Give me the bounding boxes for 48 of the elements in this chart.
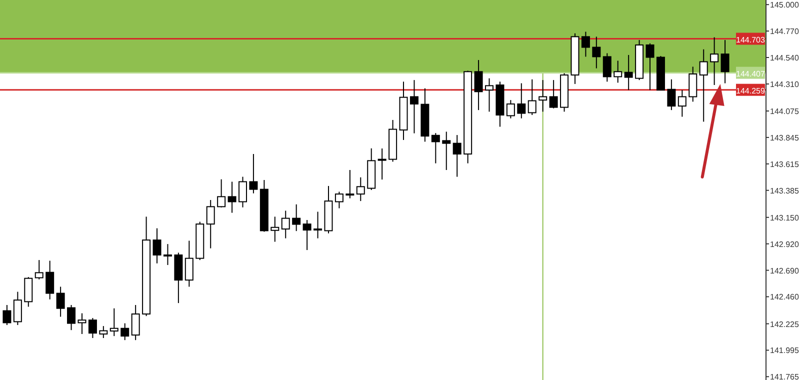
y-tick-label: 142.920 <box>770 240 800 249</box>
y-tick-label: 142.225 <box>770 320 800 329</box>
candlestick <box>614 60 622 84</box>
y-tick-label: 144.540 <box>770 54 800 63</box>
candlestick <box>410 80 418 134</box>
candlestick <box>699 48 708 122</box>
candlestick <box>517 82 526 119</box>
candlestick <box>281 210 290 239</box>
candlestick <box>152 228 162 264</box>
y-tick-label: 144.770 <box>770 27 800 36</box>
ref-line-label: 144.259 <box>736 86 766 96</box>
candlestick <box>720 40 730 84</box>
candlestick <box>474 60 483 111</box>
candlestick <box>496 81 504 128</box>
y-tick-label: 143.845 <box>770 133 800 142</box>
candlestick <box>46 260 54 300</box>
candlestick <box>624 54 633 91</box>
candlestick <box>163 244 172 266</box>
candlestick <box>581 31 590 58</box>
y-tick-label: 144.310 <box>770 80 800 89</box>
candlestick <box>538 80 548 112</box>
candlestick <box>399 81 408 140</box>
candlestick <box>110 308 118 337</box>
y-tick-label: 144.075 <box>770 106 800 116</box>
candlestick <box>228 181 236 214</box>
candlestick <box>452 134 462 178</box>
y-tick-label: 142.690 <box>770 266 800 276</box>
y-tick-label: 143.150 <box>770 213 800 222</box>
candlestick <box>324 185 333 234</box>
candlestick <box>356 176 365 202</box>
candlestick <box>485 78 494 112</box>
candlestick <box>13 291 22 326</box>
ref-line-label: 144.407 <box>736 69 766 78</box>
candlestick <box>442 131 451 170</box>
candlestick <box>270 216 280 242</box>
y-tick-label: 141.995 <box>770 346 800 356</box>
y-tick-label: 142.460 <box>770 292 800 302</box>
y-tick-label: 143.385 <box>770 186 800 196</box>
candlestick <box>592 36 601 69</box>
candlestick <box>688 66 698 102</box>
y-tick-label: 143.615 <box>770 160 800 169</box>
candlestick <box>314 211 322 239</box>
candlestick <box>378 148 386 180</box>
ref-line-label: 144.703 <box>736 35 766 44</box>
candlestick <box>131 304 140 341</box>
y-tick-label: 141.765 <box>770 372 800 380</box>
candlestick <box>710 36 719 86</box>
y-tick-label: 145.000 <box>770 0 800 10</box>
